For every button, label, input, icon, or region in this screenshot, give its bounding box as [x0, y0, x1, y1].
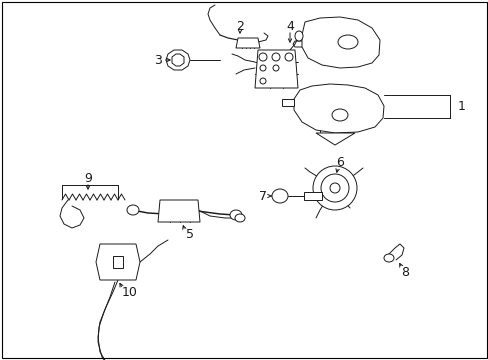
Polygon shape — [165, 50, 190, 70]
Ellipse shape — [271, 53, 280, 61]
Text: 6: 6 — [335, 156, 343, 168]
Ellipse shape — [285, 53, 292, 61]
Polygon shape — [302, 17, 379, 68]
Ellipse shape — [312, 166, 356, 210]
Bar — [113, 256, 123, 268]
Text: 3: 3 — [154, 54, 162, 67]
Text: 9: 9 — [84, 171, 92, 184]
Ellipse shape — [235, 214, 244, 222]
Ellipse shape — [260, 65, 265, 71]
Polygon shape — [282, 99, 293, 106]
Text: 1: 1 — [457, 100, 465, 113]
Ellipse shape — [272, 65, 279, 71]
Polygon shape — [236, 38, 260, 48]
Text: 7: 7 — [259, 189, 266, 202]
Ellipse shape — [260, 78, 265, 84]
Ellipse shape — [259, 53, 266, 61]
Ellipse shape — [127, 205, 139, 215]
Polygon shape — [293, 84, 383, 133]
Ellipse shape — [337, 35, 357, 49]
Ellipse shape — [271, 189, 287, 203]
Polygon shape — [315, 133, 354, 145]
Text: 2: 2 — [236, 19, 244, 32]
Bar — [304, 192, 321, 200]
Ellipse shape — [320, 174, 348, 202]
Polygon shape — [172, 54, 183, 66]
Ellipse shape — [294, 31, 303, 41]
Text: 10: 10 — [122, 285, 138, 298]
Ellipse shape — [383, 254, 393, 262]
Polygon shape — [158, 200, 200, 222]
Polygon shape — [254, 50, 297, 88]
Text: 8: 8 — [400, 266, 408, 279]
Text: 4: 4 — [285, 19, 293, 32]
Polygon shape — [96, 244, 140, 280]
Ellipse shape — [229, 210, 242, 220]
Ellipse shape — [331, 109, 347, 121]
Text: 5: 5 — [185, 228, 194, 240]
